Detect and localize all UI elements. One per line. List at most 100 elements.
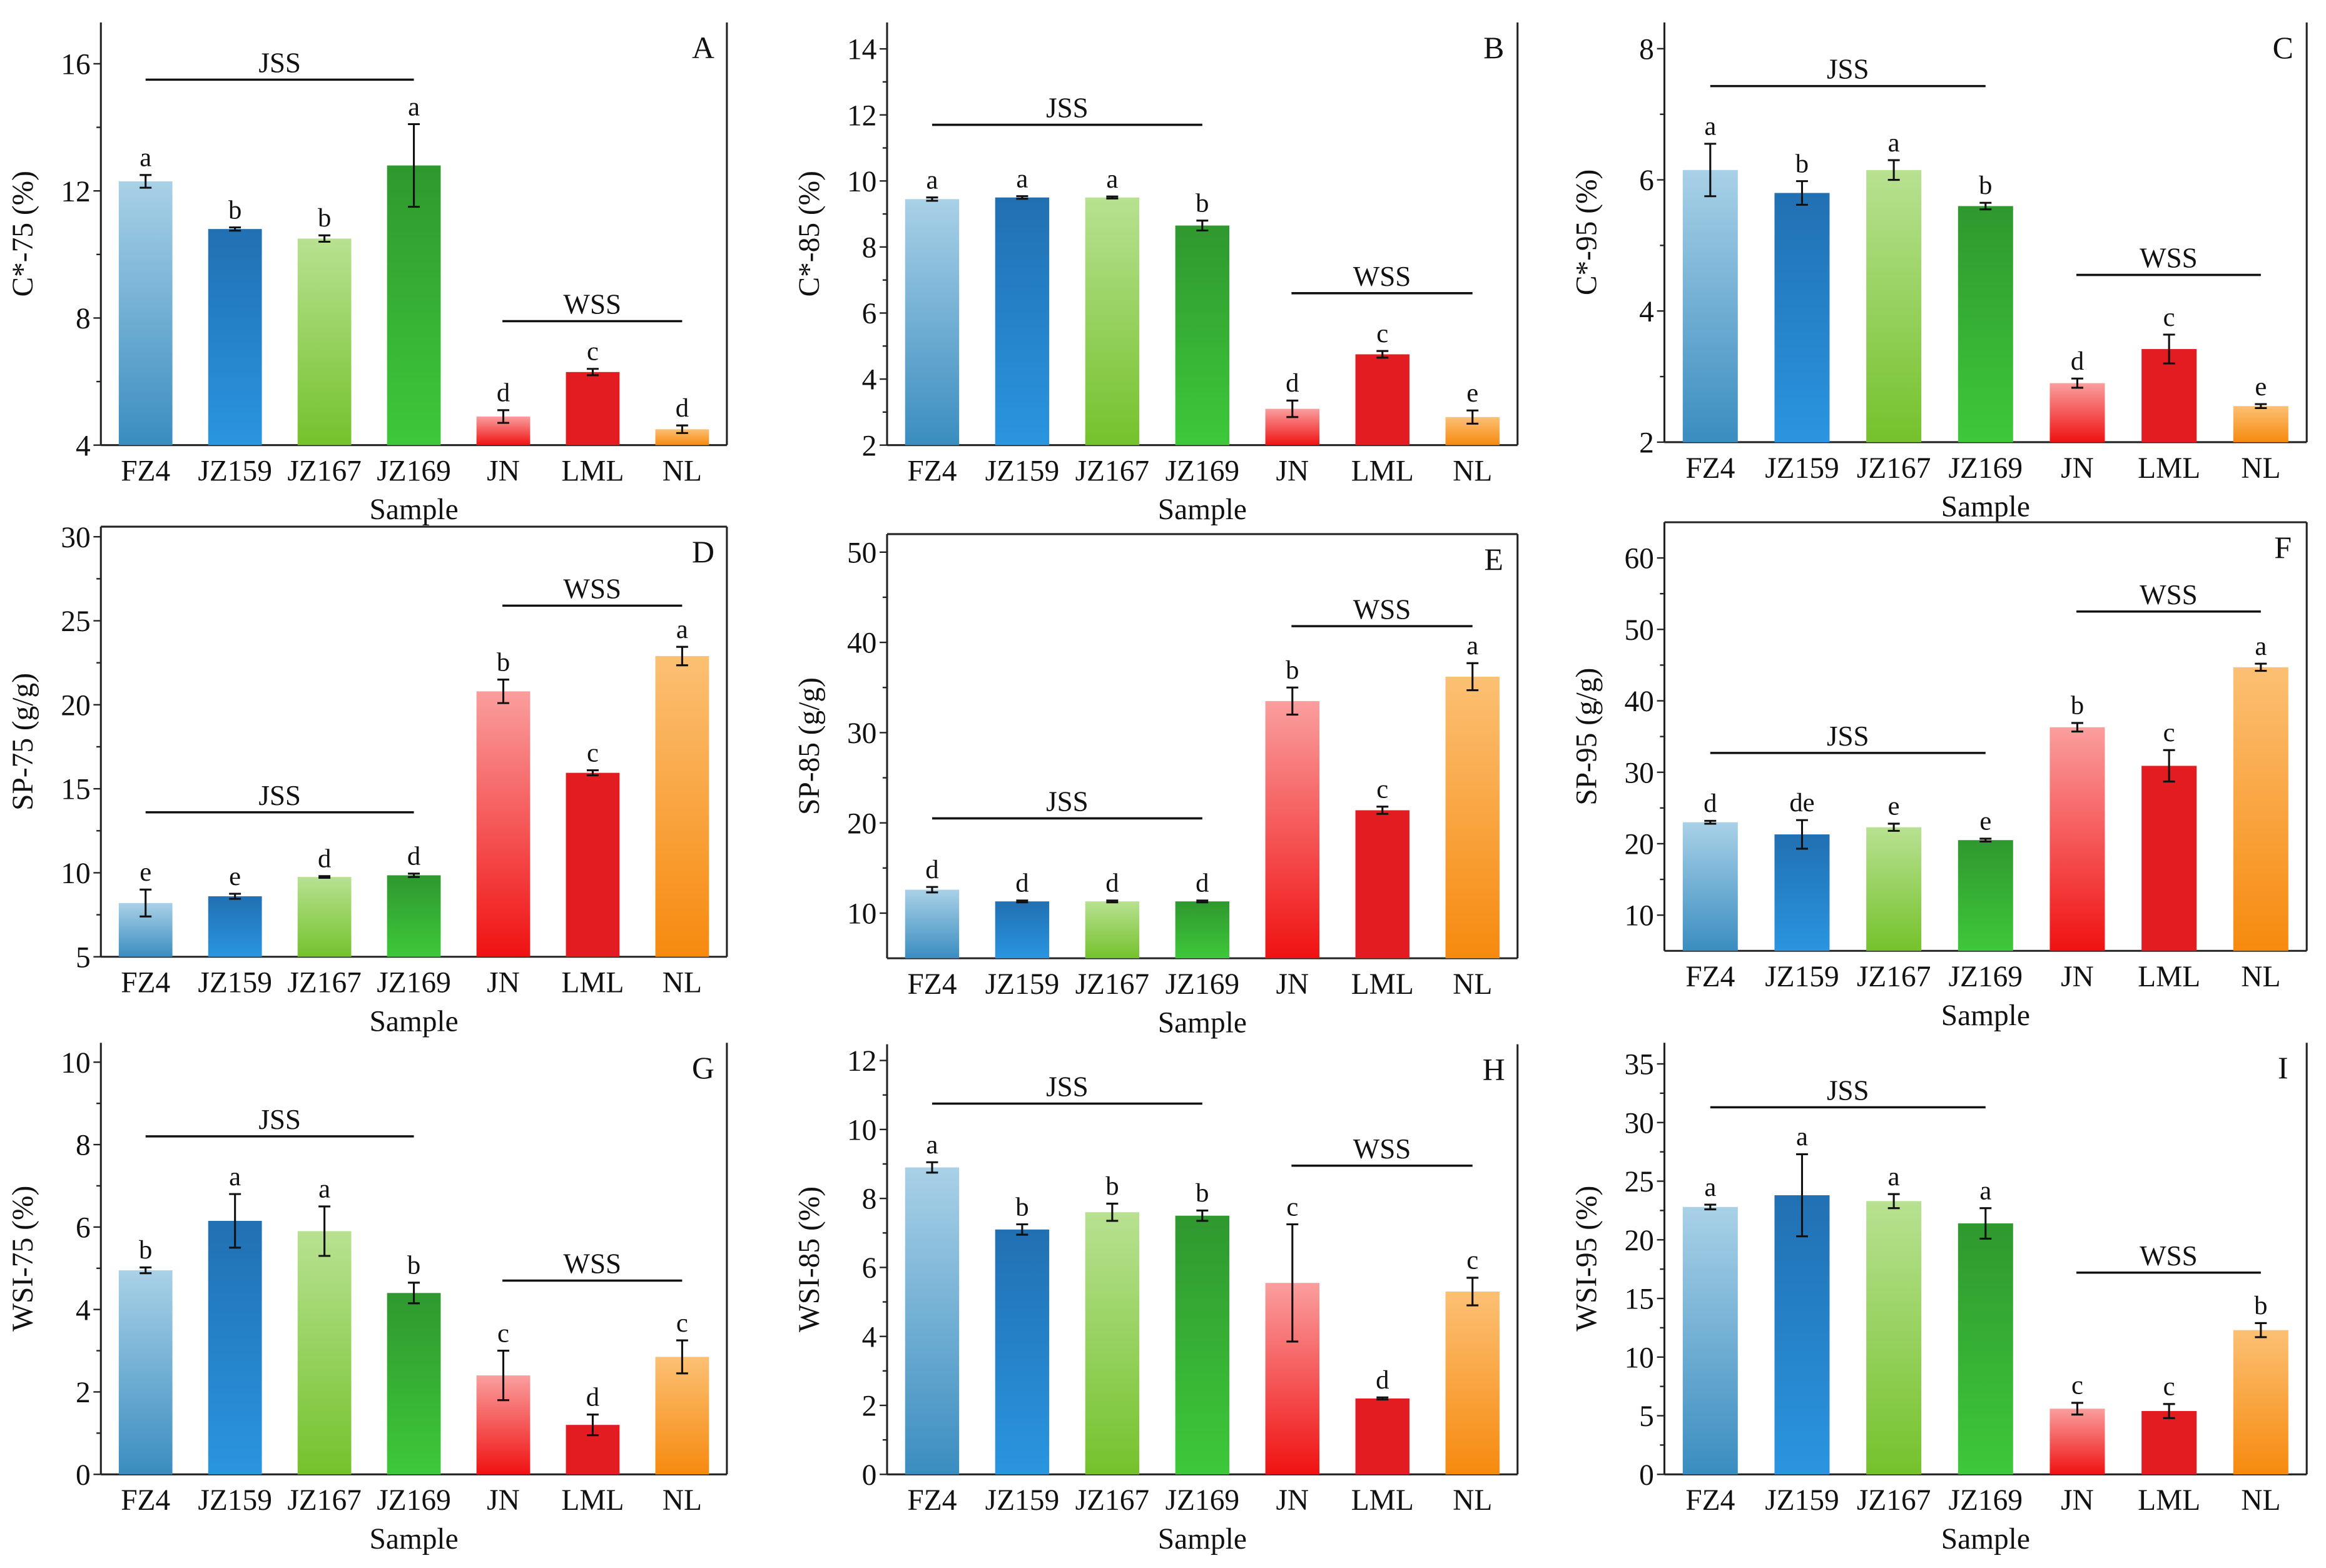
x-axis-label: Sample [369,493,458,526]
panel-label: E [1485,542,1503,577]
y-tick-label: 15 [1624,1283,1653,1316]
x-tick-label: JN [1276,455,1309,488]
bar-jz167 [1866,1201,1922,1475]
significance-letter: b [139,1235,152,1265]
significance-letter: d [407,842,420,871]
significance-letter: b [318,203,331,233]
significance-letter: c [676,1308,688,1338]
group-label-jss: JSS [258,48,301,79]
significance-letter: b [407,1251,420,1280]
x-tick-label: FZ4 [907,455,957,488]
group-label-wss: WSS [563,289,621,320]
bar-jz159 [995,1229,1050,1475]
y-tick-label: 10 [1624,900,1653,933]
bar-jz169 [387,165,441,445]
y-tick-label: 5 [1639,1400,1654,1433]
y-tick-label: 8 [76,1130,91,1162]
panel-h: 0 2 4 6 8 10 12 WSI-85 (%) Sample Ha FZ4 b JZ159 b JZ1… [793,1044,1519,1555]
bar-fz4 [1682,822,1738,951]
y-tick-label: 5 [76,941,91,974]
panel-label: B [1483,31,1504,65]
x-tick-label: JN [1276,968,1309,1001]
x-tick-label: NL [2241,452,2280,485]
y-tick-label: 20 [1624,829,1653,861]
y-tick-label: 25 [61,605,90,638]
y-tick-label: 8 [76,303,91,335]
bar-jz167 [297,238,352,445]
x-axis-label: Sample [1158,1523,1247,1555]
x-tick-label: LML [1351,1484,1414,1517]
y-axis-label: WSI-75 (%) [7,1186,39,1332]
y-tick-label: 16 [61,49,90,81]
x-tick-label: NL [663,455,702,488]
y-axis-label: SP-95 (g/g) [1570,668,1603,806]
y-tick-label: 2 [76,1377,91,1409]
bar-fz4 [905,199,960,445]
panel-i: 0 5 10 15 20 25 30 35 WSI-95 (%) Sample Ia FZ4 a JZ15… [1570,1043,2308,1555]
significance-letter: de [1789,788,1814,817]
group-label-wss: WSS [563,1248,621,1280]
x-tick-label: FZ4 [1685,961,1735,993]
bar-jz167 [297,877,352,957]
bar-nl [2233,667,2288,951]
significance-letter: c [2071,1371,2083,1400]
x-axis-label: Sample [1941,999,2030,1032]
significance-letter: d [676,393,689,423]
x-tick-label: JZ169 [1166,1484,1240,1517]
bar-lml [566,372,620,445]
bar-nl [655,1357,709,1475]
significance-letter: a [2255,632,2267,661]
significance-letter: a [408,92,420,121]
significance-letter: d [1376,1365,1389,1395]
group-label-wss: WSS [563,573,621,604]
y-tick-label: 10 [1624,1342,1653,1374]
significance-letter: c [1376,774,1388,804]
panel-a: 4 8 12 16 C*-75 (%) Sample Aa FZ4 b JZ159 b JZ167 a J… [7,22,728,526]
y-tick-label: 10 [61,857,90,890]
y-tick-label: 0 [862,1459,877,1492]
y-tick-label: 30 [847,717,876,750]
panel-label: H [1483,1053,1505,1087]
significance-letter: a [1466,631,1478,660]
x-tick-label: JZ167 [1075,968,1150,1001]
panel-g: 0 2 4 6 8 10 WSI-75 (%) Sample Gb FZ4 a JZ159 a JZ167… [7,1043,728,1555]
y-tick-label: 40 [1624,685,1653,718]
x-tick-label: LML [1351,455,1414,488]
significance-letter: c [1466,1246,1478,1275]
x-tick-label: JZ167 [287,1484,362,1517]
bar-lml [1355,810,1409,959]
bar-jz169 [1175,1215,1230,1475]
y-tick-label: 40 [847,627,876,660]
x-tick-label: NL [1453,455,1492,488]
bar-fz4 [1682,1206,1738,1475]
x-tick-label: JZ159 [198,455,272,488]
bar-jz159 [208,896,262,957]
significance-letter: c [2163,718,2175,747]
x-axis-label: Sample [369,1523,458,1555]
bar-lml [2141,1411,2197,1475]
x-tick-label: NL [1453,1484,1492,1517]
significance-letter: c [587,337,599,367]
x-tick-label: JN [487,455,520,488]
x-tick-label: JZ159 [1765,452,1839,485]
x-tick-label: JZ169 [1949,961,2023,993]
y-axis-label: SP-75 (g/g) [7,673,39,811]
x-tick-label: LML [2138,961,2200,993]
group-label-wss: WSS [1353,261,1411,292]
significance-letter: d [925,855,938,884]
x-tick-label: JN [487,1484,520,1517]
bar-jn [1265,701,1319,959]
significance-letter: b [228,195,241,225]
significance-letter: a [1979,1176,1991,1205]
significance-letter: a [140,143,151,173]
y-axis-label: WSI-85 (%) [793,1186,826,1332]
bar-nl [2233,1330,2288,1475]
group-label-jss: JSS [258,1104,301,1135]
bar-nl [1445,1292,1500,1475]
significance-letter: c [2163,303,2175,332]
significance-letter: b [1105,1171,1119,1201]
x-tick-label: JZ167 [1857,961,1931,993]
significance-letter: a [1796,1122,1808,1151]
significance-letter: d [497,378,510,408]
